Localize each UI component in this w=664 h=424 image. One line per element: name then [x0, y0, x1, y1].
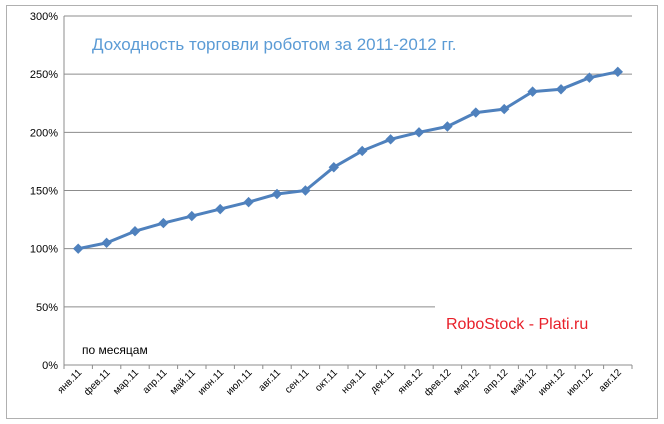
x-tick-label: авг.11 — [257, 367, 284, 394]
data-point-marker — [498, 103, 510, 115]
x-tick-label: май.12 — [508, 367, 539, 398]
x-tick-label: июн.11 — [196, 367, 227, 398]
data-point-marker — [271, 188, 283, 200]
y-tick-label: 0% — [42, 360, 58, 372]
data-point-marker — [129, 226, 141, 237]
x-tick-label: ноя.11 — [340, 367, 369, 396]
x-tick-label: мар.11 — [111, 367, 141, 397]
y-tick-label: 100% — [30, 244, 58, 256]
data-point-marker — [72, 243, 84, 254]
x-axis-label: по месяцам — [82, 343, 148, 357]
data-point-marker — [300, 185, 311, 196]
x-tick-label: янв.12 — [396, 367, 425, 396]
data-point-marker — [470, 107, 482, 118]
x-tick-label: апр.12 — [481, 367, 511, 397]
x-tick-label: сен.11 — [283, 367, 312, 396]
data-point-marker — [385, 134, 396, 145]
x-tick-label: фев.11 — [81, 366, 113, 398]
series — [72, 66, 624, 254]
x-tick-label: янв.11 — [56, 367, 85, 396]
watermark-annotation: RoboStock - Plati.ru — [446, 316, 589, 333]
data-point-marker — [356, 145, 368, 157]
y-tick-label: 50% — [36, 302, 58, 314]
x-tick-label: мар.12 — [452, 367, 483, 398]
x-tick-label: фев.12 — [422, 366, 454, 398]
data-point-marker — [158, 217, 169, 229]
data-point-marker — [186, 210, 198, 222]
series-line — [77, 70, 619, 251]
y-tick-label: 150% — [30, 186, 58, 198]
axes: 0%50%100%150%200%250%300%янв.11фев.11мар… — [30, 11, 633, 398]
x-tick-label: дек.11 — [368, 367, 397, 396]
chart-title: Доходность торговли роботом за 2011-2012… — [92, 35, 457, 54]
x-tick-label: июн.12 — [536, 367, 567, 398]
gridlines — [64, 15, 632, 308]
x-tick-label: окт.11 — [313, 367, 340, 394]
x-tick-label: июл.11 — [224, 367, 255, 398]
data-point-marker — [442, 121, 453, 132]
data-point-marker — [328, 162, 340, 173]
x-tick-label: апр.11 — [141, 367, 170, 396]
y-tick-label: 300% — [30, 11, 58, 23]
y-tick-label: 250% — [30, 69, 58, 81]
x-tick-label: май.11 — [168, 367, 198, 397]
x-tick-label: июл.12 — [565, 367, 596, 398]
data-point-marker — [101, 237, 112, 249]
data-point-marker — [214, 203, 226, 215]
x-tick-label: авг.12 — [597, 367, 624, 394]
data-point-marker — [555, 84, 567, 95]
y-tick-label: 200% — [30, 127, 58, 139]
data-point-marker — [584, 72, 595, 83]
data-point-marker — [612, 66, 624, 78]
data-point-marker — [527, 86, 538, 97]
data-point-marker — [243, 196, 254, 208]
data-point-marker — [413, 127, 425, 138]
